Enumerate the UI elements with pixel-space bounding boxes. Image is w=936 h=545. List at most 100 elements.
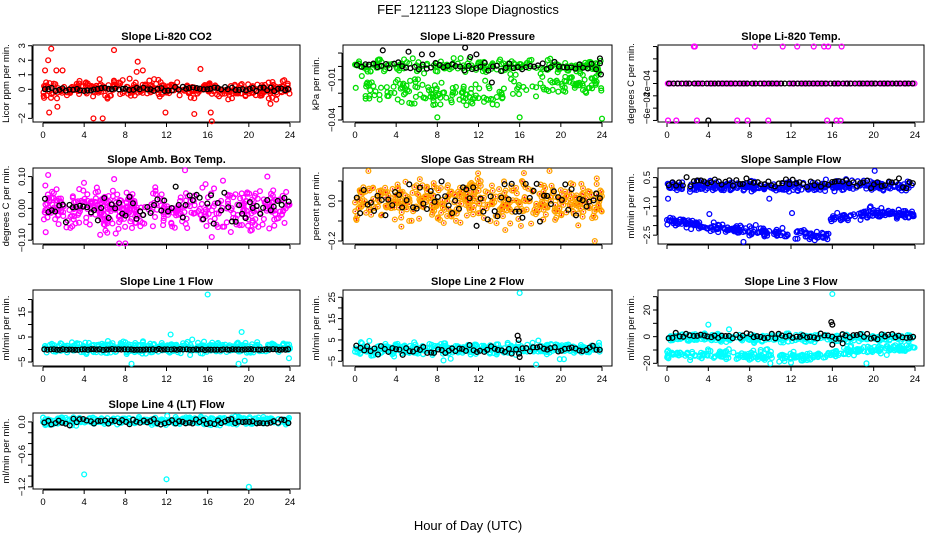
data-point — [534, 94, 539, 99]
data-point — [55, 104, 60, 109]
data-point — [242, 358, 247, 363]
data-point — [666, 196, 671, 201]
y-tick-label: 25 — [327, 292, 338, 303]
data-point-core — [354, 211, 356, 213]
data-point-core — [554, 219, 556, 221]
data-point — [56, 222, 61, 227]
panel-title: Slope Line 3 Flow — [745, 276, 838, 288]
data-point-core — [384, 197, 386, 199]
data-point-core — [370, 214, 372, 216]
data-point — [359, 74, 364, 79]
data-point-core — [530, 223, 532, 225]
data-point-core — [523, 172, 525, 174]
data-point — [399, 100, 404, 105]
data-point-core — [405, 181, 407, 183]
x-tick-label: 16 — [514, 374, 525, 385]
y-tick-label: 3 — [17, 43, 28, 48]
data-point — [127, 76, 132, 81]
data-point-core — [569, 205, 571, 207]
data-point-core — [467, 193, 469, 195]
data-point-core — [601, 211, 603, 213]
data-point-core — [368, 209, 370, 211]
data-point — [377, 92, 382, 97]
data-point-core — [502, 215, 504, 217]
data-point-core — [394, 202, 396, 204]
data-point — [384, 85, 389, 90]
data-point-core — [535, 203, 537, 205]
data-point — [284, 190, 289, 195]
data-point-core — [487, 192, 489, 194]
data-point — [790, 211, 795, 216]
data-point-core — [601, 191, 603, 193]
x-tick-label: 16 — [202, 130, 213, 141]
data-point-core — [372, 198, 374, 200]
data-point-core — [504, 229, 506, 231]
data-point-core — [515, 187, 517, 189]
y-axis-label: Licor ppm per min. — [1, 44, 12, 123]
data-point-core — [478, 190, 480, 192]
data-point-core — [401, 226, 403, 228]
data-point-core — [572, 211, 574, 213]
y-tick-label: −0.04 — [327, 108, 338, 132]
data-point — [54, 68, 59, 73]
data-point-core — [596, 193, 598, 195]
data-point-core — [503, 204, 505, 206]
data-point — [239, 330, 244, 335]
panel-title: Slope Line 2 Flow — [431, 276, 524, 288]
y-tick-label: −5 — [17, 357, 28, 368]
y-tick-label: 5 — [17, 334, 28, 339]
data-point — [413, 94, 418, 99]
data-point — [391, 84, 396, 89]
data-point — [175, 80, 180, 85]
x-tick-label: 20 — [244, 374, 255, 385]
data-point — [123, 224, 128, 229]
data-point — [205, 292, 210, 297]
x-tick-label: 4 — [82, 374, 87, 385]
data-point-core — [491, 185, 493, 187]
data-point — [113, 231, 118, 236]
data-point-core — [472, 214, 474, 216]
data-point — [441, 358, 446, 363]
data-point-core — [431, 209, 433, 211]
data-point-core — [473, 191, 475, 193]
x-tick-label: 0 — [664, 374, 669, 385]
x-tick-label: 8 — [123, 374, 128, 385]
data-point-core — [524, 196, 526, 198]
data-point-core — [596, 183, 598, 185]
data-point-core — [400, 217, 402, 219]
figure-title: FEF_121123 Slope Diagnostics — [377, 2, 559, 17]
data-point — [177, 93, 182, 98]
x-tick-label: 16 — [202, 374, 213, 385]
data-point — [448, 356, 453, 361]
data-point-core — [459, 194, 461, 196]
data-point — [492, 209, 497, 214]
data-point-core — [437, 218, 439, 220]
data-point — [82, 180, 87, 185]
data-point-core — [378, 190, 380, 192]
data-point-core — [372, 187, 374, 189]
data-point-core — [443, 222, 445, 224]
data-point — [508, 72, 513, 77]
x-tick-label: 12 — [786, 374, 797, 385]
data-point — [54, 187, 59, 192]
data-point — [212, 216, 217, 221]
panel-2: Slope Li-820 Temp.degrees C per min.−6e−… — [626, 31, 924, 141]
data-point-core — [569, 198, 571, 200]
panel-title: Slope Gas Stream RH — [421, 154, 534, 166]
data-point — [260, 222, 265, 227]
y-tick-label: 5 — [327, 337, 338, 342]
data-point — [140, 68, 145, 73]
data-point-core — [509, 208, 511, 210]
x-tick-label: 4 — [706, 374, 711, 385]
data-point — [420, 82, 425, 87]
data-point-core — [520, 225, 522, 227]
data-point — [407, 182, 412, 187]
data-point — [208, 110, 213, 115]
data-point-core — [479, 203, 481, 205]
y-axis-label: degrees C per min. — [1, 166, 12, 247]
data-point — [279, 202, 284, 207]
x-tick-label: 24 — [597, 130, 608, 141]
data-point-core — [525, 200, 527, 202]
data-point-core — [492, 190, 494, 192]
